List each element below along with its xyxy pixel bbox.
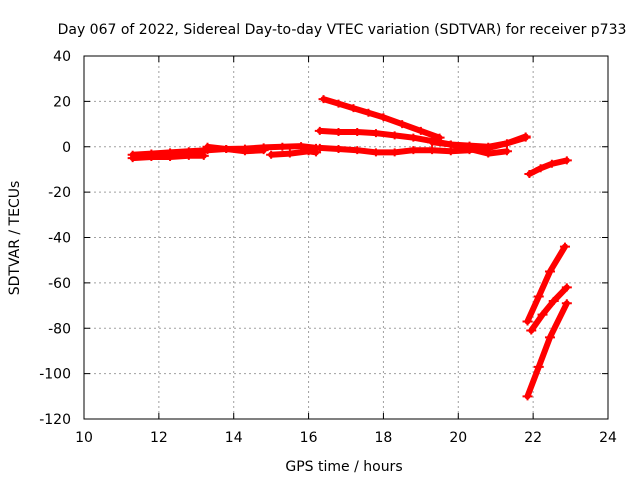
data-point (501, 147, 512, 156)
x-tick-label: 10 (75, 430, 93, 446)
x-tick-label: 16 (300, 430, 318, 446)
data-point (561, 299, 572, 308)
x-tick-label: 18 (375, 430, 393, 446)
data-point (483, 142, 494, 151)
data-point (526, 326, 537, 335)
data-point (522, 392, 533, 401)
data-point (318, 95, 329, 104)
data-point (427, 138, 438, 147)
series-track (204, 143, 267, 155)
data-point (333, 145, 344, 154)
data-point (333, 128, 344, 137)
data-point (314, 143, 325, 152)
y-tick-label: -120 (39, 412, 71, 428)
data-point (165, 152, 176, 161)
data-point (221, 145, 232, 154)
grid-lines (84, 56, 608, 419)
x-axis-title: GPS time / hours (285, 459, 402, 475)
data-point (333, 99, 344, 108)
data-points (127, 95, 572, 401)
data-point (537, 310, 548, 319)
y-tick-label: 20 (53, 94, 71, 110)
series-track-3 (202, 142, 269, 156)
data-point (314, 126, 325, 135)
data-point (127, 154, 138, 163)
data-point (389, 148, 400, 157)
data-point (370, 148, 381, 157)
x-tick-label: 14 (225, 430, 243, 446)
y-tick-label: 40 (53, 49, 71, 65)
data-point (311, 148, 322, 157)
data-point (258, 146, 269, 155)
data-point (370, 129, 381, 138)
data-point (544, 267, 555, 276)
x-tick-label: 20 (449, 430, 467, 446)
series-track (528, 284, 570, 334)
series-track-12 (522, 299, 572, 401)
data-point (389, 131, 400, 140)
series-track-2 (127, 151, 209, 163)
data-point (352, 128, 363, 137)
y-tick-label: -20 (48, 185, 71, 201)
series-track-9 (524, 156, 572, 178)
y-tick-label: -80 (48, 321, 71, 337)
y-tick-label: 0 (62, 140, 71, 156)
data-point (415, 126, 426, 135)
data-point (266, 150, 277, 159)
data-point (296, 142, 307, 151)
chart-title: Day 067 of 2022, Sidereal Day-to-day VTE… (58, 22, 627, 38)
data-point (284, 149, 295, 158)
data-point (408, 146, 419, 155)
y-tick-label: -40 (48, 231, 71, 247)
y-axis-title: SDTVAR / TECUs (7, 181, 23, 296)
data-point (501, 139, 512, 148)
data-point (239, 147, 250, 156)
series-track (524, 243, 568, 325)
data-point (559, 242, 570, 251)
data-point (464, 141, 475, 150)
data-point (348, 104, 359, 113)
data-point (198, 151, 209, 160)
data-point (524, 169, 535, 178)
data-point (544, 333, 555, 342)
data-point (445, 147, 456, 156)
series-track-5 (318, 95, 445, 142)
data-point (397, 120, 408, 129)
data-point (548, 297, 559, 306)
series-track-11 (526, 283, 572, 335)
data-point (533, 292, 544, 301)
data-point (522, 317, 533, 326)
data-point (202, 142, 213, 151)
data-point (183, 151, 194, 160)
data-point (535, 164, 546, 173)
data-point (520, 132, 531, 141)
series-track-10 (522, 242, 570, 326)
data-point (546, 159, 557, 168)
axis-ticks: 10 12 14 16 18 20 22 24 -120 -100 -80 -60 -40 -20 0 20 4… (39, 49, 617, 446)
data-point (363, 108, 374, 117)
data-point (378, 113, 389, 122)
data-point (561, 283, 572, 292)
data-point (303, 147, 314, 156)
data-point (427, 146, 438, 155)
data-point (146, 152, 157, 161)
series-track-8 (427, 132, 531, 151)
data-point (408, 133, 419, 142)
series-track-4 (266, 147, 322, 159)
series-track (526, 157, 570, 177)
data-point (352, 146, 363, 155)
y-tick-label: -100 (39, 367, 71, 383)
x-tick-label: 12 (150, 430, 168, 446)
data-point (445, 140, 456, 149)
y-tick-label: -60 (48, 276, 71, 292)
x-tick-label: 22 (524, 430, 542, 446)
data-point (277, 142, 288, 151)
x-tick-label: 24 (599, 430, 617, 446)
data-point (561, 156, 572, 165)
data-point (533, 362, 544, 371)
series-track (524, 300, 570, 400)
